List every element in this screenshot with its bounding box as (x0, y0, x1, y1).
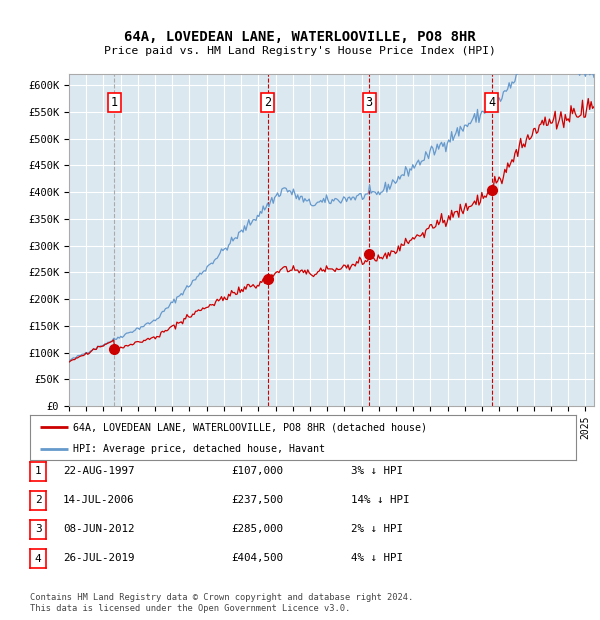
Text: £237,500: £237,500 (231, 495, 283, 505)
Text: 2% ↓ HPI: 2% ↓ HPI (351, 524, 403, 534)
Text: 1: 1 (35, 466, 41, 476)
Text: 2: 2 (264, 96, 271, 109)
Text: 64A, LOVEDEAN LANE, WATERLOOVILLE, PO8 8HR (detached house): 64A, LOVEDEAN LANE, WATERLOOVILLE, PO8 8… (73, 422, 427, 433)
Text: 14% ↓ HPI: 14% ↓ HPI (351, 495, 409, 505)
Text: 3: 3 (365, 96, 373, 109)
Text: 22-AUG-1997: 22-AUG-1997 (63, 466, 134, 476)
Text: Contains HM Land Registry data © Crown copyright and database right 2024.
This d: Contains HM Land Registry data © Crown c… (30, 593, 413, 613)
Text: 3: 3 (35, 525, 41, 534)
Text: £285,000: £285,000 (231, 524, 283, 534)
Text: Price paid vs. HM Land Registry's House Price Index (HPI): Price paid vs. HM Land Registry's House … (104, 46, 496, 56)
Text: 3% ↓ HPI: 3% ↓ HPI (351, 466, 403, 476)
Text: 4% ↓ HPI: 4% ↓ HPI (351, 553, 403, 563)
Text: 2: 2 (35, 495, 41, 505)
Text: 4: 4 (35, 554, 41, 564)
Text: 08-JUN-2012: 08-JUN-2012 (63, 524, 134, 534)
Text: HPI: Average price, detached house, Havant: HPI: Average price, detached house, Hava… (73, 444, 325, 454)
Text: £107,000: £107,000 (231, 466, 283, 476)
Text: 1: 1 (111, 96, 118, 109)
Text: 14-JUL-2006: 14-JUL-2006 (63, 495, 134, 505)
Text: 26-JUL-2019: 26-JUL-2019 (63, 553, 134, 563)
Text: 4: 4 (488, 96, 496, 109)
Text: £404,500: £404,500 (231, 553, 283, 563)
Text: 64A, LOVEDEAN LANE, WATERLOOVILLE, PO8 8HR: 64A, LOVEDEAN LANE, WATERLOOVILLE, PO8 8… (124, 30, 476, 44)
